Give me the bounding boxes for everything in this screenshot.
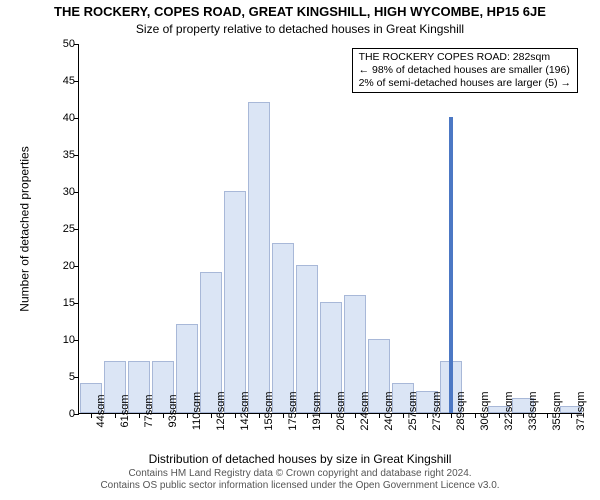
- y-tick-label: 10: [49, 334, 75, 346]
- x-tick-mark: [115, 413, 116, 418]
- x-tick-mark: [283, 413, 284, 418]
- histogram-bar: [224, 191, 246, 413]
- y-tick-label: 35: [49, 149, 75, 161]
- y-tick-label: 40: [49, 112, 75, 124]
- x-tick-mark: [499, 413, 500, 418]
- x-tick-mark: [427, 413, 428, 418]
- x-tick-mark: [331, 413, 332, 418]
- x-tick-mark: [571, 413, 572, 418]
- y-tick-label: 25: [49, 223, 75, 235]
- y-tick-label: 5: [49, 371, 75, 383]
- y-axis-title: Number of detached properties: [18, 44, 32, 414]
- x-tick-mark: [307, 413, 308, 418]
- x-tick-mark: [235, 413, 236, 418]
- x-tick-mark: [211, 413, 212, 418]
- y-tick-label: 50: [49, 38, 75, 50]
- y-tick-mark: [74, 229, 79, 230]
- x-tick-mark: [139, 413, 140, 418]
- footer-line-2: Contains OS public sector information li…: [0, 480, 600, 492]
- y-tick-label: 45: [49, 75, 75, 87]
- y-tick-label: 20: [49, 260, 75, 272]
- y-tick-mark: [74, 81, 79, 82]
- x-tick-mark: [379, 413, 380, 418]
- histogram-bar: [272, 243, 294, 413]
- x-tick-label: 289sqm: [455, 391, 467, 430]
- y-tick-mark: [74, 377, 79, 378]
- x-tick-mark: [355, 413, 356, 418]
- annotation-line-1: THE ROCKERY COPES ROAD: 282sqm: [359, 51, 571, 64]
- y-tick-mark: [74, 340, 79, 341]
- annotation-box: THE ROCKERY COPES ROAD: 282sqm ← 98% of …: [352, 48, 578, 93]
- chart-title-main: THE ROCKERY, COPES ROAD, GREAT KINGSHILL…: [0, 4, 600, 19]
- annotation-line-2: ← 98% of detached houses are smaller (19…: [359, 64, 571, 77]
- highlight-marker: [449, 117, 453, 413]
- plot-area: THE ROCKERY COPES ROAD: 282sqm ← 98% of …: [78, 44, 582, 414]
- x-tick-mark: [475, 413, 476, 418]
- y-tick-mark: [74, 118, 79, 119]
- y-tick-mark: [74, 414, 79, 415]
- chart-title-sub: Size of property relative to detached ho…: [0, 22, 600, 36]
- histogram-bar: [248, 102, 270, 413]
- x-tick-mark: [523, 413, 524, 418]
- x-tick-mark: [547, 413, 548, 418]
- y-tick-label: 15: [49, 297, 75, 309]
- x-tick-label: 338sqm: [527, 391, 539, 430]
- y-tick-mark: [74, 155, 79, 156]
- y-tick-label: 30: [49, 186, 75, 198]
- y-axis-title-text: Number of detached properties: [18, 146, 32, 311]
- y-tick-label: 0: [49, 408, 75, 420]
- x-tick-mark: [163, 413, 164, 418]
- chart-footer: Contains HM Land Registry data © Crown c…: [0, 468, 600, 492]
- annotation-line-3: 2% of semi-detached houses are larger (5…: [359, 77, 571, 90]
- x-axis-title: Distribution of detached houses by size …: [0, 452, 600, 466]
- y-tick-mark: [74, 44, 79, 45]
- x-tick-mark: [259, 413, 260, 418]
- x-tick-mark: [91, 413, 92, 418]
- x-tick-mark: [451, 413, 452, 418]
- x-tick-mark: [187, 413, 188, 418]
- x-tick-label: 371sqm: [575, 391, 587, 430]
- footer-line-1: Contains HM Land Registry data © Crown c…: [0, 468, 600, 480]
- y-tick-mark: [74, 303, 79, 304]
- x-tick-mark: [403, 413, 404, 418]
- y-tick-mark: [74, 192, 79, 193]
- y-tick-mark: [74, 266, 79, 267]
